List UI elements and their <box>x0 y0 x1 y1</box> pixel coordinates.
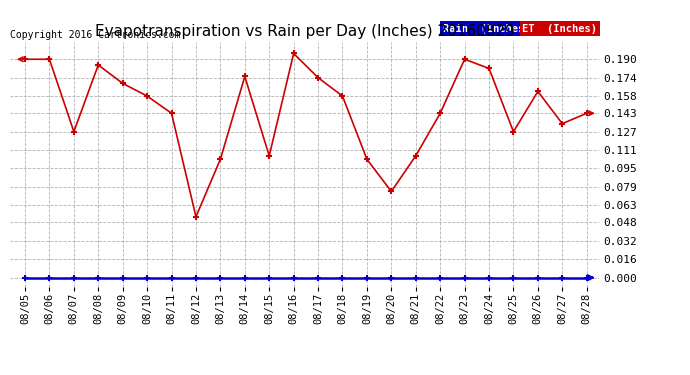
Text: Rain  (Inches): Rain (Inches) <box>443 24 531 33</box>
Text: ET  (Inches): ET (Inches) <box>522 24 598 33</box>
Text: Copyright 2016 Cartronics.com: Copyright 2016 Cartronics.com <box>10 30 181 39</box>
Title: Evapotranspiration vs Rain per Day (Inches) 20160829: Evapotranspiration vs Rain per Day (Inch… <box>95 24 515 39</box>
